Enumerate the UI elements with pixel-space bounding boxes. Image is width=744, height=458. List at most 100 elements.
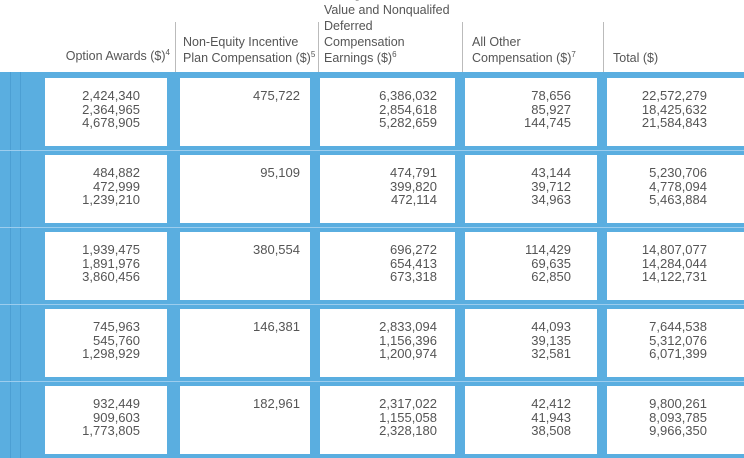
cell-value: 144,745: [524, 115, 571, 130]
row-separator: [0, 150, 744, 151]
row-separator: [0, 227, 744, 228]
cell: 42,412 41,943 38,508: [465, 386, 597, 454]
cell: 745,963 545,760 1,298,929: [45, 309, 167, 377]
cell-value: 7,644,538: [649, 319, 707, 334]
cell-value: 39,135: [531, 332, 571, 348]
cell-value: 673,318: [390, 269, 437, 284]
cell-value: 472,999: [93, 178, 140, 194]
cell-value: 2,328,180: [379, 423, 437, 438]
cell: 114,429 69,635 62,850: [465, 232, 597, 300]
cell-value: 1,939,475: [82, 242, 140, 257]
cell-value: 472,114: [390, 192, 437, 207]
cell-value: 14,284,044: [641, 255, 707, 271]
cell-value: 1,891,976: [82, 255, 140, 271]
cell-value: 5,463,884: [649, 192, 707, 207]
header-label: Change in Pension Value and Nonqualifed …: [324, 0, 456, 66]
cell-value: 2,833,094: [379, 319, 437, 334]
cell-value: 182,961: [253, 396, 300, 411]
header-cell: All Other Compensation ($)7: [472, 0, 600, 72]
cell-value: 2,854,618: [379, 101, 437, 117]
cell-value: 32,581: [531, 346, 571, 361]
cell: 6,386,032 2,854,618 5,282,659: [320, 78, 455, 146]
cell: 380,554: [180, 232, 310, 300]
header-label: All Other Compensation ($)7: [472, 34, 600, 66]
header-label: Option Awards ($)4: [30, 48, 170, 64]
header-label: Total ($): [613, 50, 741, 66]
cell: 5,230,706 4,778,094 5,463,884: [607, 155, 744, 223]
cell: 43,144 39,712 34,963: [465, 155, 597, 223]
cell: 1,939,475 1,891,976 3,860,456: [45, 232, 167, 300]
cell-value: 62,850: [531, 269, 571, 284]
cell-value: 6,071,399: [649, 346, 707, 361]
cell: 182,961: [180, 386, 310, 454]
cell: 7,644,538 5,312,076 6,071,399: [607, 309, 744, 377]
cell-value: 114,429: [524, 242, 571, 257]
cell-value: 545,760: [93, 332, 140, 348]
cell: 696,272 654,413 673,318: [320, 232, 455, 300]
footnote-ref: 5: [310, 49, 316, 59]
cell-value: 380,554: [253, 242, 300, 257]
cell-value: 1,773,805: [82, 423, 140, 438]
cell-value: 1,155,058: [379, 409, 437, 425]
cell-value: 146,381: [253, 319, 300, 334]
header-cell: Change in Pension Value and Nonqualifed …: [324, 0, 456, 72]
cell-value: 1,298,929: [82, 346, 140, 361]
header-cell: Option Awards ($)4: [30, 0, 170, 72]
cell-value: 42,412: [531, 396, 571, 411]
cell-value: 43,144: [531, 165, 571, 180]
footnote-ref: 6: [392, 49, 397, 59]
cell-value: 1,156,396: [379, 332, 437, 348]
cell-value: 909,603: [93, 409, 140, 425]
column-divider: [462, 22, 463, 72]
cell: 2,317,022 1,155,058 2,328,180: [320, 386, 455, 454]
row-separator: [0, 381, 744, 382]
cell-value: 14,807,077: [641, 242, 707, 257]
column-divider: [318, 22, 319, 72]
row-separator: [0, 304, 744, 305]
cell-value: 484,882: [93, 165, 140, 180]
cell-value: 95,109: [260, 165, 300, 180]
cell-value: 21,584,843: [641, 115, 707, 130]
cell: 484,882 472,999 1,239,210: [45, 155, 167, 223]
cell-value: 3,860,456: [82, 269, 140, 284]
header-text: All Other Compensation ($): [472, 35, 572, 65]
cell: 14,807,077 14,284,044 14,122,731: [607, 232, 744, 300]
footnote-ref: 7: [571, 49, 576, 59]
header-cell: Total ($): [613, 0, 741, 72]
cell-value: 4,678,905: [82, 115, 140, 130]
cell-value: 5,282,659: [379, 115, 437, 130]
cell-value: 696,272: [390, 242, 437, 257]
cell-value: 399,820: [390, 178, 437, 194]
cell: 2,424,340 2,364,965 4,678,905: [45, 78, 167, 146]
cell-value: 9,966,350: [649, 423, 707, 438]
cell-value: 654,413: [390, 255, 437, 271]
cell-value: 85,927: [531, 101, 571, 117]
cell: 146,381: [180, 309, 310, 377]
column-divider: [603, 22, 604, 72]
cell-value: 2,317,022: [379, 396, 437, 411]
footnote-ref: 4: [165, 47, 170, 57]
cell-value: 474,791: [390, 165, 437, 180]
header-text: Option Awards ($): [65, 49, 166, 63]
cell-value: 5,230,706: [649, 165, 707, 180]
cell-value: 932,449: [93, 396, 140, 411]
header-label: Non-Equity Incentive Plan Compensation (…: [183, 34, 318, 66]
cell: 44,093 39,135 32,581: [465, 309, 597, 377]
column-divider: [175, 22, 176, 72]
table-body: 2,424,340 2,364,965 4,678,905 475,722 6,386,…: [0, 72, 744, 458]
cell: 95,109: [180, 155, 310, 223]
cell: 9,800,261 8,093,785 9,966,350: [607, 386, 744, 454]
header-text: Total ($): [613, 51, 659, 65]
cell-value: 9,800,261: [649, 396, 707, 411]
cell-value: 2,364,965: [82, 101, 140, 117]
cell-value: 6,386,032: [379, 88, 437, 103]
cell-value: 39,712: [531, 178, 571, 194]
cell: 474,791 399,820 472,114: [320, 155, 455, 223]
cell-value: 34,963: [531, 192, 571, 207]
cell-value: 8,093,785: [649, 409, 707, 425]
header-text: Non-Equity Incentive Plan Compensation (…: [183, 35, 311, 65]
cell: 78,656 85,927 144,745: [465, 78, 597, 146]
cell-value: 1,200,974: [379, 346, 437, 361]
cell-value: 475,722: [253, 88, 300, 103]
